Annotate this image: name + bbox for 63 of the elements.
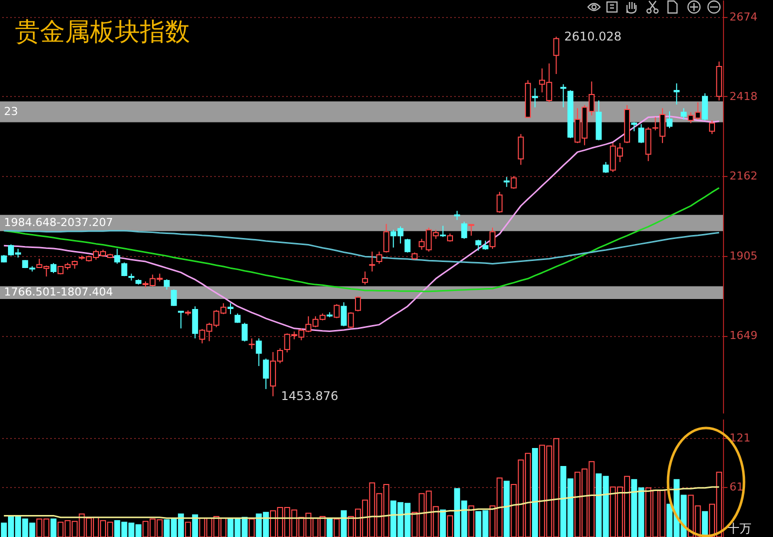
candlestick bbox=[666, 110, 673, 129]
candlestick bbox=[404, 238, 411, 254]
y-tick-label: 2162 bbox=[730, 170, 758, 183]
candlestick bbox=[362, 271, 368, 286]
candlestick bbox=[170, 289, 177, 307]
candlestick bbox=[440, 225, 446, 238]
candlestick bbox=[702, 92, 708, 121]
candlestick bbox=[369, 251, 376, 272]
line-series bbox=[3, 486, 720, 519]
candlestick bbox=[256, 338, 262, 367]
y-tick-label: 121 bbox=[730, 431, 750, 444]
candlestick bbox=[354, 296, 361, 312]
annotation: 2610.028 bbox=[564, 30, 622, 44]
text: 贵金属板块指数 bbox=[15, 17, 190, 46]
annotation: 1453.876 bbox=[280, 389, 338, 404]
y-tick-label: 1649 bbox=[730, 329, 758, 342]
candlestick bbox=[383, 223, 390, 254]
y-tick-label: 61 bbox=[730, 480, 744, 494]
candlestick bbox=[334, 304, 340, 319]
y-tick-label: 1905 bbox=[730, 249, 758, 262]
candlestick bbox=[376, 251, 382, 264]
y-tick-label: 2418 bbox=[730, 90, 758, 103]
candlestick bbox=[638, 124, 644, 144]
candlestick bbox=[560, 84, 566, 108]
candlestick bbox=[709, 120, 715, 135]
candlestick bbox=[121, 262, 128, 277]
candlestick bbox=[504, 176, 510, 188]
candlestick bbox=[490, 227, 496, 250]
bar bbox=[326, 518, 333, 537]
candlestick bbox=[228, 302, 234, 315]
y-axis-title: 十万 bbox=[728, 522, 752, 536]
y-tick-label: 2674 bbox=[730, 10, 758, 24]
candlestick bbox=[164, 278, 170, 290]
candlestick bbox=[50, 262, 56, 274]
candlestick bbox=[242, 322, 248, 342]
candlestick bbox=[602, 162, 609, 174]
bar bbox=[192, 514, 198, 537]
bar bbox=[440, 509, 446, 537]
bar bbox=[504, 480, 510, 537]
candlestick bbox=[348, 312, 354, 329]
candlestick bbox=[192, 306, 198, 339]
candlestick bbox=[680, 108, 687, 120]
band-label: 1984.648-2037.207 bbox=[4, 216, 113, 230]
candlestick bbox=[461, 221, 468, 240]
candlestick bbox=[454, 210, 460, 220]
candlestick bbox=[518, 134, 524, 166]
candlestick bbox=[532, 88, 538, 108]
candlestick bbox=[553, 36, 560, 75]
candlestick bbox=[496, 191, 503, 214]
candlestick bbox=[262, 358, 269, 390]
candlestick bbox=[234, 312, 241, 324]
line-series bbox=[3, 230, 720, 264]
bar bbox=[532, 448, 538, 537]
candlestick bbox=[674, 82, 680, 105]
bar bbox=[340, 510, 347, 537]
bar bbox=[50, 518, 56, 537]
candlestick bbox=[510, 176, 517, 190]
band-label: 1766.501-1807.404 bbox=[4, 286, 113, 299]
band-label: 23 bbox=[4, 104, 18, 118]
candlestick bbox=[340, 302, 347, 327]
candlestick bbox=[114, 248, 120, 264]
bar bbox=[702, 511, 708, 537]
candlestick bbox=[631, 122, 638, 132]
